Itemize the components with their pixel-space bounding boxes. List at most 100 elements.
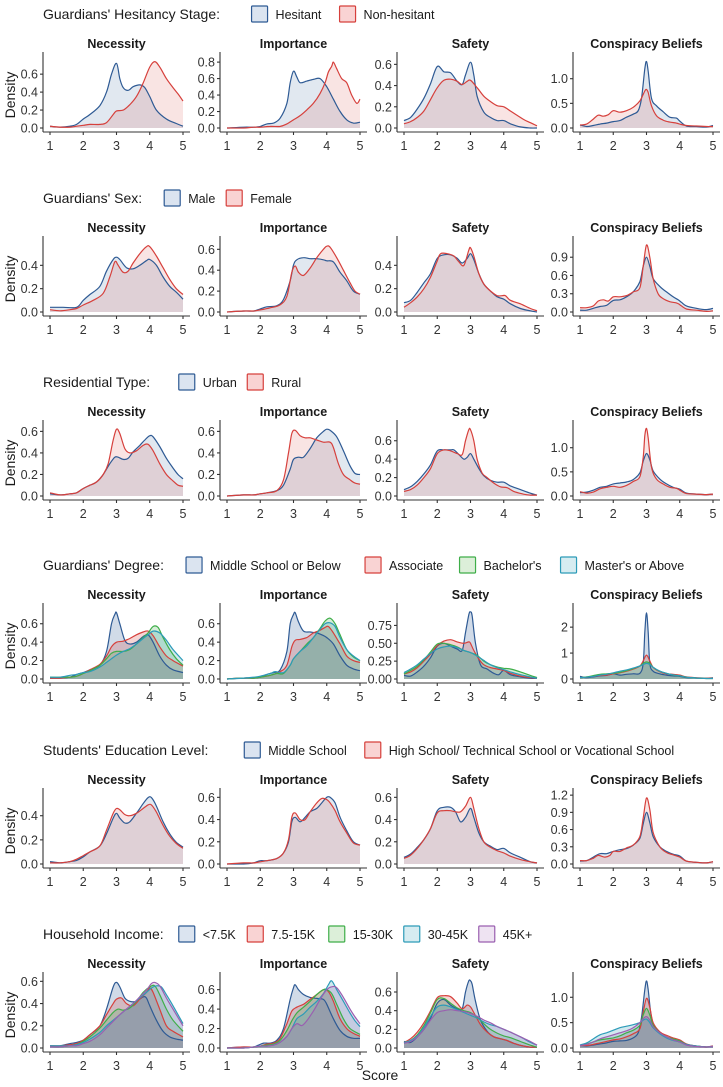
x-tick-label: 4 [676,1059,683,1073]
density-area [50,245,183,312]
x-tick-label: 4 [676,139,683,153]
density-area [404,1009,537,1048]
y-tick-label: 0.3 [551,840,568,854]
x-tick-label: 3 [467,139,474,153]
y-tick-label: 0.2 [375,835,392,849]
x-tick-label: 1 [577,507,584,521]
facet-title: Conspiracy Beliefs [590,405,703,419]
density-area [50,982,183,1048]
facet-title: Safety [452,405,490,419]
y-axis-title: Density [2,72,18,119]
legend-key [364,556,382,574]
legend-label: Non-hesitant [364,8,435,22]
density-area [50,625,183,679]
density-line [49,981,184,1048]
density-area [227,622,360,679]
density-area [227,986,360,1049]
density-line [579,1015,714,1048]
density-series-group [49,796,184,864]
x-tick-label: 4 [146,690,153,704]
legend-key [246,925,264,943]
y-tick-label: 0.2 [198,1022,215,1036]
x-tick-label: 2 [257,1059,264,1073]
legend-item: Middle School [243,741,347,759]
y-tick-label: 0.6 [21,68,38,82]
figure-rows: Guardians' Hesitancy Stage: Hesitant Non-h… [2,5,720,1073]
density-area [227,798,360,864]
x-tick-label: 3 [290,323,297,337]
y-tick-label: 0.4 [375,453,392,467]
x-tick-label: 3 [113,1059,120,1073]
legend-label: Female [250,192,292,206]
y-tick-label: 0.0 [198,1042,215,1056]
legend-label: <7.5K [203,928,237,942]
facet-title: Safety [452,221,490,235]
x-tick-label: 3 [467,323,474,337]
x-tick-label: 2 [80,690,87,704]
density-series-group [226,428,361,497]
x-tick-label: 4 [146,875,153,889]
y-tick-label: 0.5 [551,97,568,111]
legend-key [225,189,243,207]
facet-title: Necessity [87,773,145,787]
y-tick-label: 0.0 [551,490,568,504]
facet-panel: Safety 0.0 0.2 0.4 0.6 1 2 3 4 5 [375,773,544,889]
facet-row: Students' Education Level: Middle School H… [2,741,720,889]
facet-panel: Importance 0.0 0.2 0.4 0.6 1 2 3 4 5 [198,405,367,521]
x-tick-label: 2 [434,1059,441,1073]
x-tick-label: 4 [323,323,330,337]
x-tick-label: 5 [534,507,541,521]
density-area [227,626,360,679]
y-tick-label: 0.0 [21,306,38,320]
density-area [50,61,183,128]
density-line [579,662,714,680]
facet-title: Conspiracy Beliefs [590,957,703,971]
y-tick-label: 0.0 [375,490,392,504]
y-tick-label: 0.0 [375,1042,392,1056]
density-area [50,435,183,496]
density-area [50,257,183,312]
density-line [226,617,361,680]
facet-title: Necessity [87,37,145,51]
density-area [227,71,360,128]
density-line [579,244,714,313]
y-tick-label: 0.6 [198,617,215,631]
x-tick-label: 2 [434,690,441,704]
x-tick-label: 3 [643,690,650,704]
density-line [49,428,184,496]
density-series-group [579,427,714,496]
density-area [227,429,360,496]
legend-key [478,925,496,943]
y-tick-label: 0.4 [21,997,38,1011]
legend-label: 15-30K [353,928,394,942]
y-axis-title: Density [2,256,18,303]
legend-title: Guardians' Sex: [43,190,142,206]
facet-panel: Necessity 0.0 0.2 0.4 0.6 1 2 3 4 5 [21,957,190,1073]
y-axis-title: Density [2,440,18,487]
density-line [403,995,538,1048]
y-tick-label: 0.0 [375,858,392,872]
y-tick-label: 0.6 [375,791,392,805]
y-tick-label: 0.75 [368,619,392,633]
density-area [404,79,537,128]
x-tick-label: 1 [224,507,231,521]
y-tick-label: 0.6 [551,823,568,837]
facet-panel: Conspiracy Beliefs 0.0 0.5 1.0 1 2 3 4 5 [551,37,720,153]
legend-item: High School/ Technical School or Vocatio… [364,741,674,759]
x-tick-label: 4 [676,507,683,521]
legend-label: Bachelor's [484,559,542,573]
x-tick-label: 1 [47,507,54,521]
x-tick-label: 2 [257,323,264,337]
facet-title: Necessity [87,957,145,971]
density-line [403,645,538,679]
y-tick-label: 0.4 [21,259,38,273]
x-tick-label: 5 [710,323,717,337]
x-tick-label: 3 [290,690,297,704]
density-series-group [49,611,184,679]
density-area [50,985,183,1048]
facet-row: Guardians' Sex: Male Female Necessity 0.0 0.2… [2,189,720,337]
y-tick-label: 0.4 [198,89,215,103]
x-tick-label: 2 [610,507,617,521]
x-tick-label: 4 [323,507,330,521]
x-tick-label: 3 [113,139,120,153]
